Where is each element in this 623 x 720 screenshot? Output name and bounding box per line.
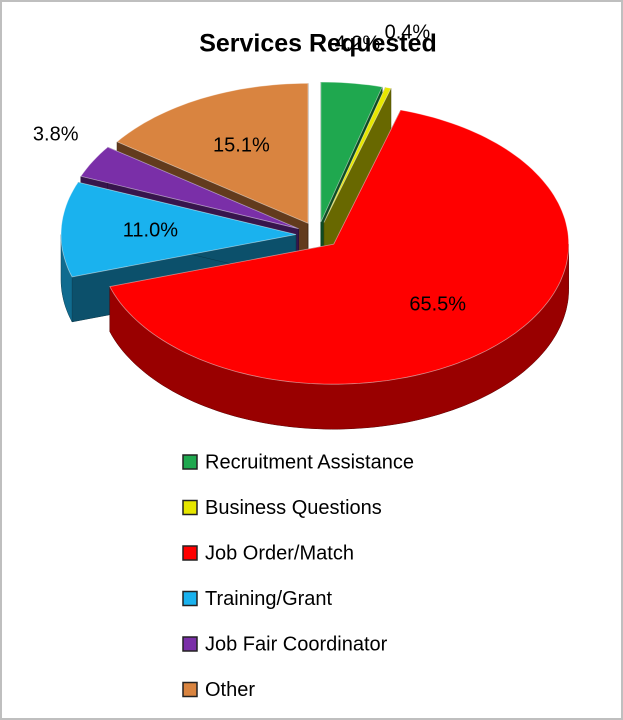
data-label: 65.5% xyxy=(409,293,466,315)
legend-swatch xyxy=(182,636,198,652)
data-label: 15.1% xyxy=(213,134,270,156)
legend-label: Job Order/Match xyxy=(205,542,354,564)
data-label: 0.4% xyxy=(385,22,431,44)
legend-label: Other xyxy=(205,679,255,701)
data-label: 11.0% xyxy=(123,220,178,242)
slice xyxy=(116,82,309,224)
slice xyxy=(80,146,299,230)
legend-swatch xyxy=(182,590,198,607)
slice-group xyxy=(109,109,570,430)
legend-label: Training/Grant xyxy=(205,588,333,610)
slice xyxy=(320,81,383,223)
legend-label: Business Questions xyxy=(205,497,382,519)
legend-swatch xyxy=(182,681,198,698)
slice xyxy=(109,109,570,385)
slice xyxy=(60,181,297,278)
legend-swatch xyxy=(182,499,198,516)
data-label: 3.8% xyxy=(33,123,79,145)
chart-title: Services Requested xyxy=(199,30,437,58)
slice xyxy=(323,86,392,223)
legend-label: Recruitment Assistance xyxy=(205,451,414,473)
data-label: 4.2% xyxy=(335,33,381,55)
slice-group xyxy=(323,86,392,268)
legend-swatch xyxy=(182,545,198,561)
legend-label: Job Fair Coordinator xyxy=(205,633,388,655)
legend-swatch xyxy=(182,454,198,470)
